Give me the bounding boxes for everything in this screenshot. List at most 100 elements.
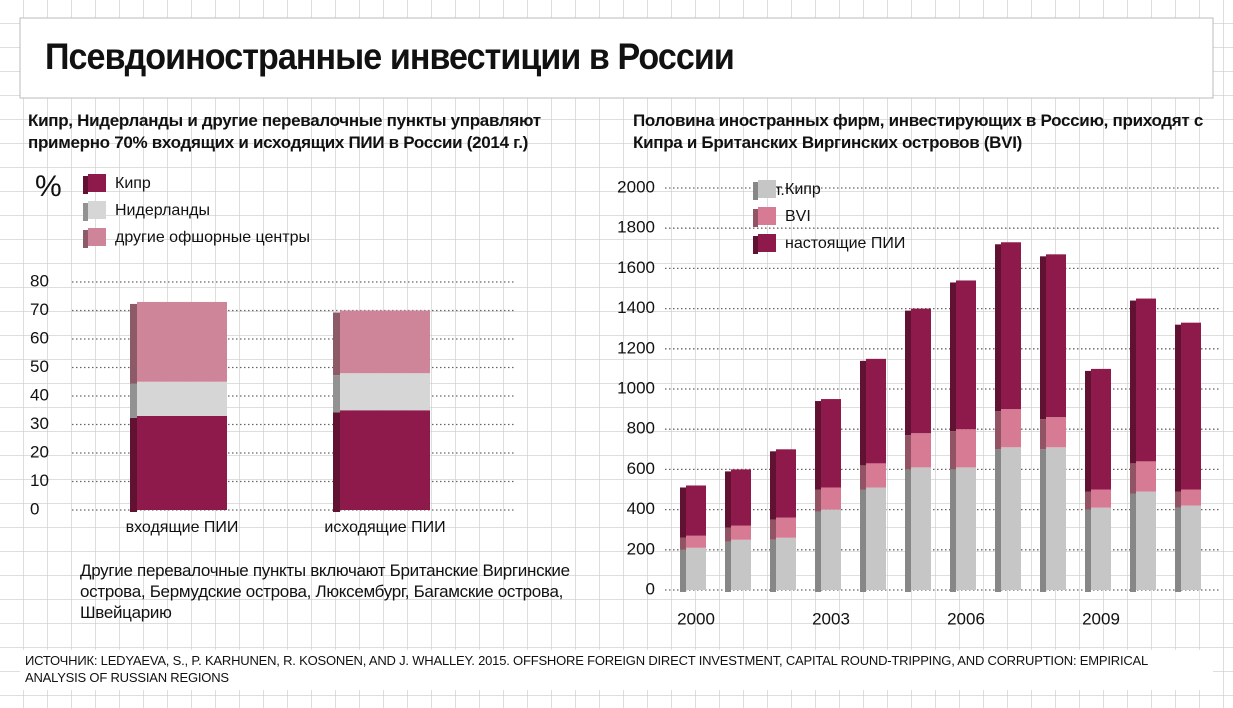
bar-side xyxy=(905,469,911,592)
y-tick-label: 20 xyxy=(30,442,49,461)
bar xyxy=(1001,409,1021,448)
bar-side xyxy=(1040,419,1046,450)
bar-side xyxy=(905,435,911,470)
bar-side xyxy=(770,451,776,520)
bar xyxy=(686,485,706,536)
bar xyxy=(1091,507,1111,590)
bar-side xyxy=(1130,463,1136,494)
bar-side xyxy=(860,465,866,490)
y-tick-label: 0 xyxy=(30,499,39,518)
bar xyxy=(956,429,976,468)
legend-swatch xyxy=(758,234,776,252)
bar xyxy=(1001,447,1021,590)
bar xyxy=(1181,322,1201,490)
legend-swatch xyxy=(88,174,106,192)
bar xyxy=(911,467,931,590)
bar xyxy=(1091,368,1111,490)
bar xyxy=(686,535,706,548)
y-tick-label: 1200 xyxy=(617,338,655,357)
x-tick-label: 2009 xyxy=(1082,609,1120,628)
y-tick-label: 1400 xyxy=(617,298,655,317)
bar-side xyxy=(1175,507,1181,592)
bar xyxy=(1181,489,1201,506)
bar xyxy=(137,381,227,416)
legend-swatch-side xyxy=(83,203,88,221)
legend-swatch-side xyxy=(753,182,758,200)
legend-swatch-side xyxy=(753,236,758,254)
bar-side xyxy=(815,401,821,490)
y-tick-label: 600 xyxy=(627,459,655,478)
y-tick-label: 70 xyxy=(30,300,49,319)
bar-side xyxy=(333,312,340,376)
bar-side xyxy=(680,487,686,538)
bar xyxy=(911,308,931,434)
y-tick-label: 1000 xyxy=(617,378,655,397)
bar-side xyxy=(725,527,731,542)
bar-side xyxy=(770,539,776,592)
title-box xyxy=(19,17,1214,99)
y-tick-label: 80 xyxy=(30,271,49,290)
bar xyxy=(1001,242,1021,410)
y-tick-label: 400 xyxy=(627,499,655,518)
bar-side xyxy=(1040,449,1046,592)
legend-swatch-side xyxy=(83,176,88,194)
bar xyxy=(340,373,430,411)
y-tick-label: 200 xyxy=(627,539,655,558)
y-tick-label: 10 xyxy=(30,471,49,490)
bar-side xyxy=(995,411,1001,450)
bar xyxy=(731,469,751,526)
bar xyxy=(866,463,886,488)
bar-side xyxy=(905,310,911,436)
legend-label: Нидерланды xyxy=(115,202,210,219)
bar xyxy=(1046,417,1066,448)
x-tick-label: исходящие ПИИ xyxy=(324,519,445,536)
y-tick-label: 40 xyxy=(30,385,49,404)
bar-side xyxy=(860,360,866,466)
title: Псевдоиностранные инвестиции в России xyxy=(45,36,735,77)
y-tick-label: 800 xyxy=(627,419,655,438)
bar xyxy=(1046,254,1066,418)
bar xyxy=(137,415,227,510)
bar-side xyxy=(1085,491,1091,510)
bar-side xyxy=(1085,370,1091,492)
bar xyxy=(1091,489,1111,508)
y-tick-label: 1600 xyxy=(617,258,655,277)
legend-label: другие офшорные центры xyxy=(115,229,310,246)
bar-side xyxy=(1175,324,1181,492)
bar xyxy=(1046,447,1066,590)
bar xyxy=(1136,461,1156,492)
bar-side xyxy=(333,375,340,413)
legend-label: Кипр xyxy=(785,181,821,198)
bar xyxy=(731,539,751,590)
bar-side xyxy=(995,449,1001,592)
bar-side xyxy=(680,549,686,592)
legend-swatch xyxy=(758,207,776,225)
bar-side xyxy=(1175,491,1181,508)
bar xyxy=(821,509,841,590)
bar xyxy=(866,487,886,590)
bar-side xyxy=(950,431,956,470)
bar xyxy=(137,301,227,382)
subtitle: Кипр, Нидерланды и другие перевалочные п… xyxy=(28,111,541,152)
bar xyxy=(866,358,886,464)
bar xyxy=(821,399,841,488)
legend-label: настоящие ПИИ xyxy=(785,235,905,252)
subtitle: Половина иностранных фирм, инвестирующих… xyxy=(633,111,1204,152)
source: ИСТОЧНИК: LEDYAEVA, S., P. KARHUNEN, R. … xyxy=(25,653,1148,685)
x-tick-label: 2006 xyxy=(947,609,985,628)
legend-label: BVI xyxy=(785,208,811,225)
bar-side xyxy=(860,489,866,592)
bar xyxy=(821,487,841,510)
bar xyxy=(1136,298,1156,462)
note: Другие перевалочные пункты включают Брит… xyxy=(80,561,570,622)
bar xyxy=(340,410,430,510)
legend-label: Кипр xyxy=(115,175,151,192)
bar xyxy=(956,467,976,590)
bar-side xyxy=(130,303,137,384)
legend-swatch-side xyxy=(83,230,88,248)
x-tick-label: 2003 xyxy=(812,609,850,628)
bar-side xyxy=(1130,300,1136,464)
bar-side xyxy=(770,519,776,540)
bar-side xyxy=(995,244,1001,412)
